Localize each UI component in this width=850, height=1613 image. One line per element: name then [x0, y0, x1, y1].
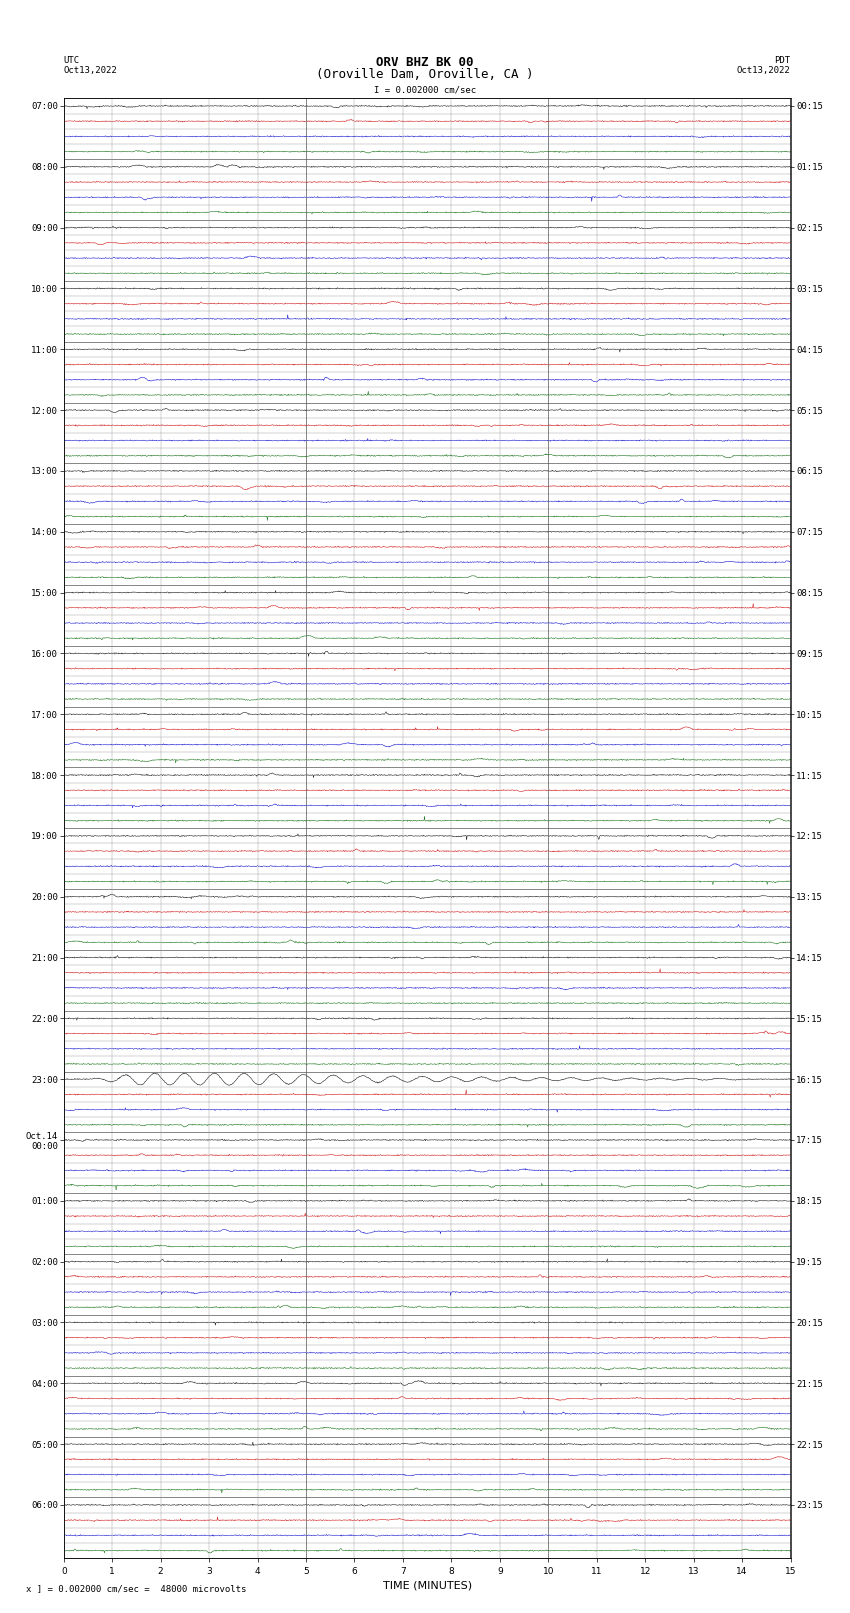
Text: x ] = 0.002000 cm/sec =  48000 microvolts: x ] = 0.002000 cm/sec = 48000 microvolts	[26, 1584, 246, 1594]
Text: ORV BHZ BK 00: ORV BHZ BK 00	[377, 55, 473, 69]
Text: (Oroville Dam, Oroville, CA ): (Oroville Dam, Oroville, CA )	[316, 68, 534, 82]
Text: Oct13,2022: Oct13,2022	[64, 66, 117, 76]
Text: PDT: PDT	[774, 56, 790, 65]
Text: Oct13,2022: Oct13,2022	[737, 66, 791, 76]
X-axis label: TIME (MINUTES): TIME (MINUTES)	[382, 1581, 472, 1590]
Text: I = 0.002000 cm/sec: I = 0.002000 cm/sec	[374, 85, 476, 94]
Text: UTC: UTC	[64, 56, 80, 65]
